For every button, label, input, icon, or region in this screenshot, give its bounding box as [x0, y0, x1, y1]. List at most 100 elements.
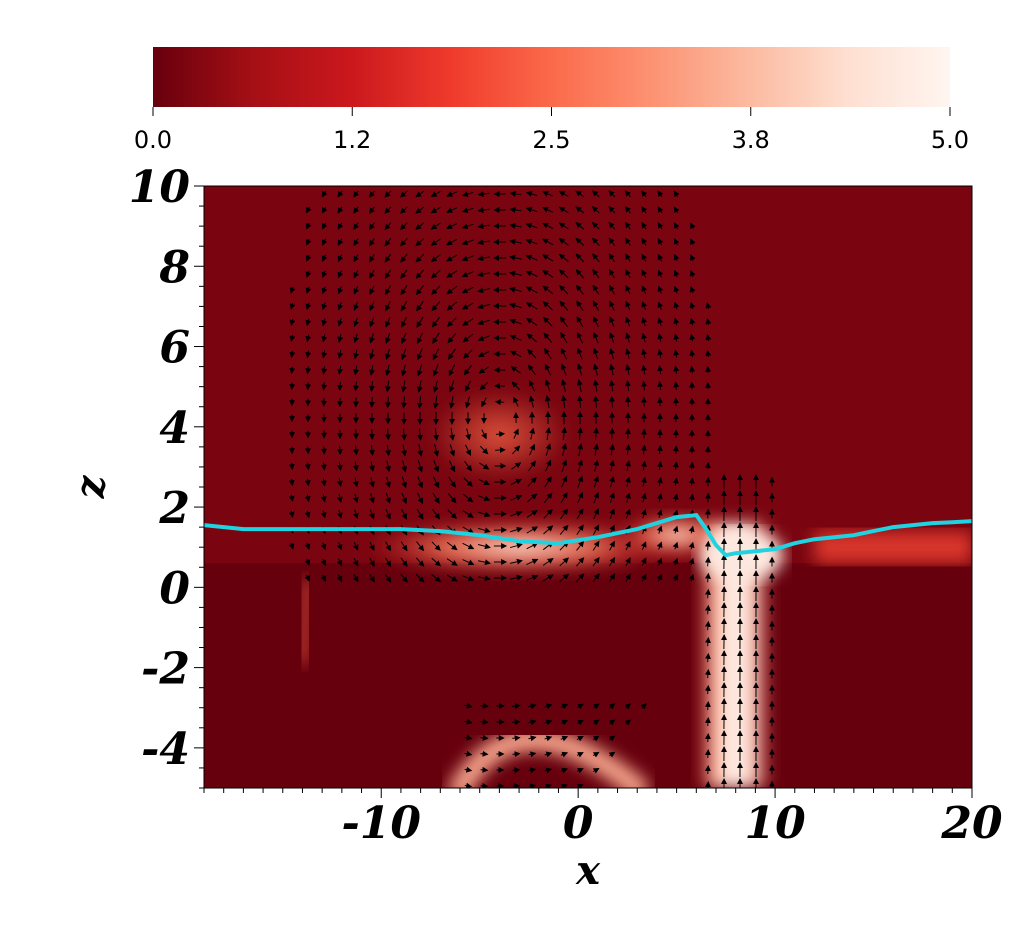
vector-arrow [624, 719, 632, 726]
vector-arrow [542, 254, 554, 262]
vector-arrow [704, 700, 711, 711]
vector-arrow [432, 332, 440, 344]
vector-arrow [401, 492, 408, 505]
y-tick-label: 2 [158, 483, 190, 534]
vector-arrow [509, 302, 522, 309]
vector-arrow [575, 237, 585, 246]
vector-arrow [432, 379, 439, 393]
vector-arrow [384, 269, 392, 279]
vector-arrow [321, 334, 328, 343]
vector-arrow [433, 427, 440, 442]
vector-arrow [641, 380, 648, 391]
vector-arrow [576, 784, 584, 788]
vector-arrow [478, 479, 491, 486]
vector-arrow [462, 559, 475, 566]
vector-arrow [320, 542, 327, 551]
vector-arrow [641, 316, 648, 327]
vector-arrow [528, 395, 535, 408]
vector-arrow [657, 317, 664, 326]
vector-arrow [509, 270, 523, 277]
vector-arrow [527, 349, 537, 359]
vector-arrow [321, 270, 328, 279]
vector-arrow [304, 462, 311, 471]
vector-arrow [288, 494, 295, 503]
vector-arrow [510, 494, 523, 501]
vector-arrow [527, 476, 537, 487]
vector-arrow [558, 238, 569, 246]
vector-arrow [657, 269, 664, 278]
colorbar-tick-label: 5.0 [931, 126, 969, 154]
vector-arrow [385, 317, 391, 328]
vector-arrow [609, 347, 615, 360]
vector-arrow [510, 526, 523, 533]
vector-arrow [656, 493, 663, 503]
vector-arrow [545, 427, 552, 441]
vector-arrow [672, 445, 679, 454]
vector-arrow [526, 317, 538, 326]
vector-arrow [416, 541, 425, 552]
vector-arrow [288, 510, 295, 518]
vector-arrow [673, 190, 680, 198]
vector-arrow [446, 223, 458, 229]
vector-arrow [526, 574, 539, 581]
vector-arrow [369, 557, 375, 567]
vector-arrow [558, 253, 569, 262]
vector-arrow [608, 206, 616, 214]
vector-arrow [385, 460, 392, 473]
vector-arrow [525, 286, 538, 294]
vector-arrow [641, 221, 648, 230]
vector-arrow [399, 222, 408, 231]
vector-arrow [690, 238, 696, 246]
vector-arrow [385, 476, 391, 489]
vector-arrow [369, 493, 375, 504]
vector-arrow [305, 318, 312, 327]
vector-arrow [576, 395, 583, 409]
vector-arrow [385, 348, 391, 361]
vector-arrow [415, 238, 425, 247]
vector-arrow [593, 316, 599, 328]
vector-arrow [704, 572, 711, 583]
vector-arrow [657, 333, 664, 343]
vector-arrow [544, 767, 553, 774]
vector-arrow [321, 254, 328, 263]
vector-arrow [561, 459, 568, 472]
vector-arrow [608, 190, 616, 198]
vector-arrow [609, 332, 615, 344]
vector-arrow [353, 206, 360, 214]
vector-arrow [575, 222, 585, 230]
vector-arrow [609, 540, 615, 551]
vector-arrow [689, 333, 696, 342]
vector-arrow [353, 222, 360, 231]
vector-arrow [400, 573, 408, 583]
vector-arrow [448, 396, 455, 409]
field-left-plume [298, 579, 313, 664]
vector-arrow [463, 477, 473, 487]
vector-arrow [478, 511, 491, 518]
vector-arrow [705, 349, 712, 358]
vector-arrow [704, 733, 711, 743]
vector-arrow [544, 459, 552, 472]
vector-arrow [353, 381, 360, 392]
vector-arrow [625, 476, 631, 487]
vector-arrow [542, 207, 554, 213]
vector-arrow [529, 427, 536, 440]
vector-arrow [560, 347, 568, 360]
vector-arrow [369, 238, 375, 247]
vector-arrow [560, 332, 568, 344]
vector-arrow [673, 365, 680, 374]
vector-arrow [430, 238, 441, 246]
x-tick-label: 0 [563, 798, 594, 849]
vector-arrow [641, 364, 648, 375]
interface-line [204, 512, 972, 558]
vector-arrow [608, 735, 616, 742]
vector-arrow [609, 508, 615, 519]
vector-arrow [289, 318, 296, 326]
vector-arrow [446, 254, 458, 262]
vector-arrow [304, 574, 311, 582]
vector-arrow [304, 494, 311, 503]
vector-arrow [672, 573, 679, 582]
vector-arrow [477, 207, 490, 214]
vector-arrow [417, 460, 424, 473]
vector-arrow [416, 508, 424, 520]
vector-arrow [321, 302, 328, 311]
